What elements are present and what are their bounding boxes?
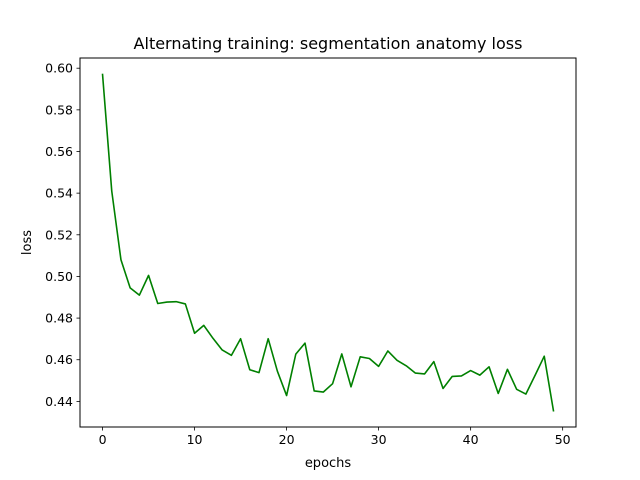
x-axis-label: epochs xyxy=(305,456,352,471)
x-tick-label: 0 xyxy=(99,432,107,447)
y-tick-label: 0.52 xyxy=(45,227,73,242)
chart-title: Alternating training: segmentation anato… xyxy=(134,34,523,53)
y-tick-label: 0.50 xyxy=(45,269,73,284)
y-tick-label: 0.48 xyxy=(45,311,73,326)
x-tick-label: 50 xyxy=(555,432,571,447)
x-tick-label: 40 xyxy=(463,432,479,447)
x-tick-label: 20 xyxy=(279,432,295,447)
y-axis-label: loss xyxy=(20,230,35,255)
y-tick-label: 0.54 xyxy=(45,186,73,201)
y-tick-label: 0.44 xyxy=(45,394,73,409)
ticks-group: 0 10 20 30 40 50 0.44 0.46 0.48 0.50 0.52 0.54 0.56 0… xyxy=(45,61,571,447)
loss-series-line xyxy=(101,73,555,412)
y-tick-label: 0.56 xyxy=(45,144,73,159)
axes-frame xyxy=(79,57,577,428)
y-tick-label: 0.46 xyxy=(45,352,73,367)
y-tick-label: 0.60 xyxy=(45,61,73,76)
y-tick-label: 0.58 xyxy=(45,102,73,117)
x-tick-label: 10 xyxy=(187,432,203,447)
plot-area xyxy=(101,73,555,412)
x-tick-label: 30 xyxy=(371,432,387,447)
